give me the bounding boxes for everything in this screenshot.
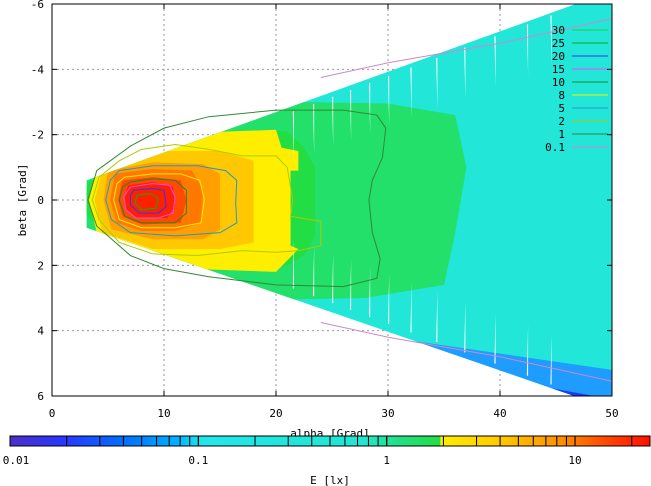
strip-notch-top — [292, 111, 294, 163]
strip-notch-bottom — [368, 266, 371, 317]
x-tick-label: 10 — [157, 407, 170, 420]
colorbar-ticks: 0.01 0.1 1 10 — [3, 436, 633, 467]
strip-notch-top — [312, 103, 315, 155]
contour-1 — [87, 109, 387, 288]
legend-label: 2 — [558, 115, 565, 128]
contour-25 — [134, 192, 159, 211]
colorbar-tick-label: 0.1 — [188, 454, 208, 467]
legend-label: 20 — [552, 50, 565, 63]
contour-0.1 — [320, 18, 612, 78]
strip-notch-bottom — [388, 273, 390, 325]
legend-label: 5 — [558, 102, 565, 115]
strip-notch-bottom — [436, 291, 438, 342]
x-tick-label: 30 — [381, 407, 394, 420]
strip-notch-bottom — [550, 333, 552, 385]
y-tick-label: 2 — [37, 259, 44, 272]
strip-notch-bottom — [464, 301, 466, 353]
strip-notch-top — [388, 75, 390, 127]
x-tick-label: 20 — [269, 407, 282, 420]
colorbar-label: E [lx] — [310, 474, 350, 486]
legend-label: 0.1 — [545, 141, 565, 154]
y-tick-label: 0 — [37, 194, 44, 207]
y-tick-label: -6 — [31, 0, 44, 11]
strip-notch-top — [550, 15, 552, 67]
y-tick-label: -2 — [31, 129, 44, 142]
legend-label: 10 — [552, 76, 565, 89]
strip-notch-top — [332, 96, 334, 148]
colorbar-tick-label: 10 — [568, 454, 581, 467]
contour-15 — [123, 183, 176, 219]
strip-notch-bottom — [312, 245, 315, 297]
strip-notch-top — [349, 90, 352, 141]
y-tick-label: 4 — [37, 325, 44, 338]
x-axis-ticks: 0 10 20 30 40 50 — [49, 4, 619, 420]
legend-label: 1 — [558, 128, 565, 141]
strip-notch-bottom — [410, 281, 412, 333]
x-tick-label: 0 — [49, 407, 56, 420]
strip-notch-top — [436, 58, 438, 109]
contour-8 — [113, 173, 205, 229]
contour-lines — [87, 18, 612, 382]
strip-notch-bottom — [494, 313, 496, 364]
contour-20 — [129, 188, 167, 214]
legend-label: 15 — [552, 63, 565, 76]
strip-notch-bottom — [332, 252, 334, 304]
contour-2 — [91, 143, 322, 257]
contour-0.1 — [320, 322, 612, 382]
y-axis-ticks: -6 -4 -2 0 2 4 6 — [31, 0, 612, 403]
contour-10 — [118, 178, 187, 224]
legend-label: 25 — [552, 37, 565, 50]
strip-notch-top — [410, 67, 412, 119]
legend-label: 8 — [558, 89, 565, 102]
contour-5 — [105, 165, 238, 237]
y-axis-label: beta [Grad] — [16, 164, 29, 237]
strip-notch-top — [464, 47, 466, 99]
x-tick-label: 50 — [605, 407, 618, 420]
y-tick-label: -4 — [31, 63, 45, 76]
strip-notch-top — [494, 36, 496, 87]
colorbar-tick-label: 0.01 — [3, 454, 30, 467]
legend-label: 30 — [552, 24, 565, 37]
colorbar-tick-label: 1 — [383, 454, 390, 467]
x-tick-label: 40 — [493, 407, 506, 420]
y-tick-label: 6 — [37, 390, 44, 403]
strip-notch-top — [368, 83, 371, 134]
